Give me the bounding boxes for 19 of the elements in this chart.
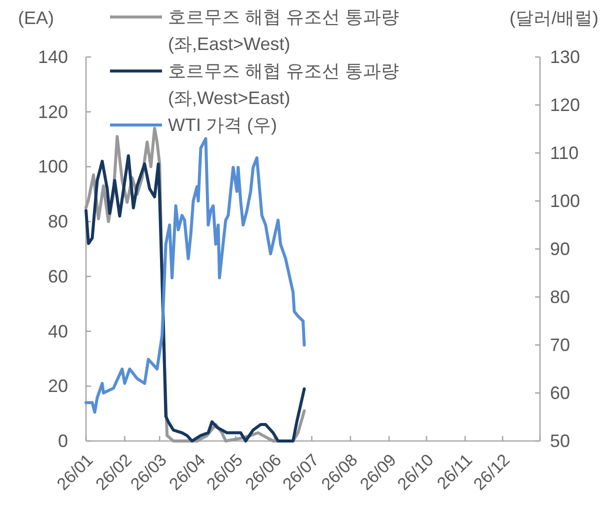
y2label: (달러/배럴) <box>510 8 598 28</box>
y-tick-label: 80 <box>48 212 68 232</box>
y-tick-label: 20 <box>48 376 68 396</box>
y-tick-label: 120 <box>38 102 68 122</box>
y-tick-label: 60 <box>48 266 68 286</box>
y2-tick-label: 100 <box>550 191 580 211</box>
y-tick-label: 140 <box>38 47 68 67</box>
y2-tick-label: 50 <box>550 431 570 451</box>
y2-tick-label: 120 <box>550 95 580 115</box>
y-tick-label: 0 <box>58 431 68 451</box>
y-tick-label: 100 <box>38 156 68 177</box>
y2-tick-label: 80 <box>550 287 570 307</box>
y2-tick-label: 90 <box>550 239 570 259</box>
y-tick-label: 40 <box>48 321 68 342</box>
y2-tick-label: 70 <box>550 335 570 355</box>
y2-tick-label: 60 <box>550 383 570 403</box>
y2-tick-label: 110 <box>550 143 579 163</box>
ylabel: (EA) <box>18 8 54 28</box>
y2-tick-label: 130 <box>550 47 580 67</box>
